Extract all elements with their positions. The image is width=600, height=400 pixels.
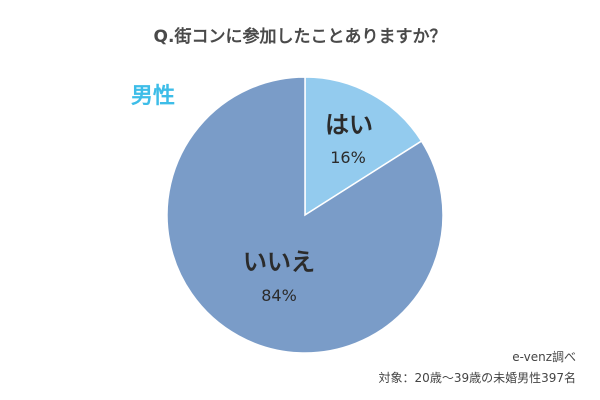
- slice-label-yes: はい: [325, 111, 373, 139]
- pie-slice-no: [166, 76, 444, 354]
- chart-title: Q.街コンに参加したことありますか？: [153, 27, 447, 47]
- source-note: e-venz調べ: [512, 350, 576, 364]
- pie-slice-yes: [304, 76, 423, 217]
- slice-value-yes: 16%: [330, 148, 366, 167]
- group-label: 男性: [131, 84, 176, 109]
- slice-value-no: 84%: [261, 286, 297, 305]
- target-note: 対象：20歳〜39歳の未婚男性397名: [378, 371, 576, 385]
- slice-label-no: いいえ: [243, 248, 315, 276]
